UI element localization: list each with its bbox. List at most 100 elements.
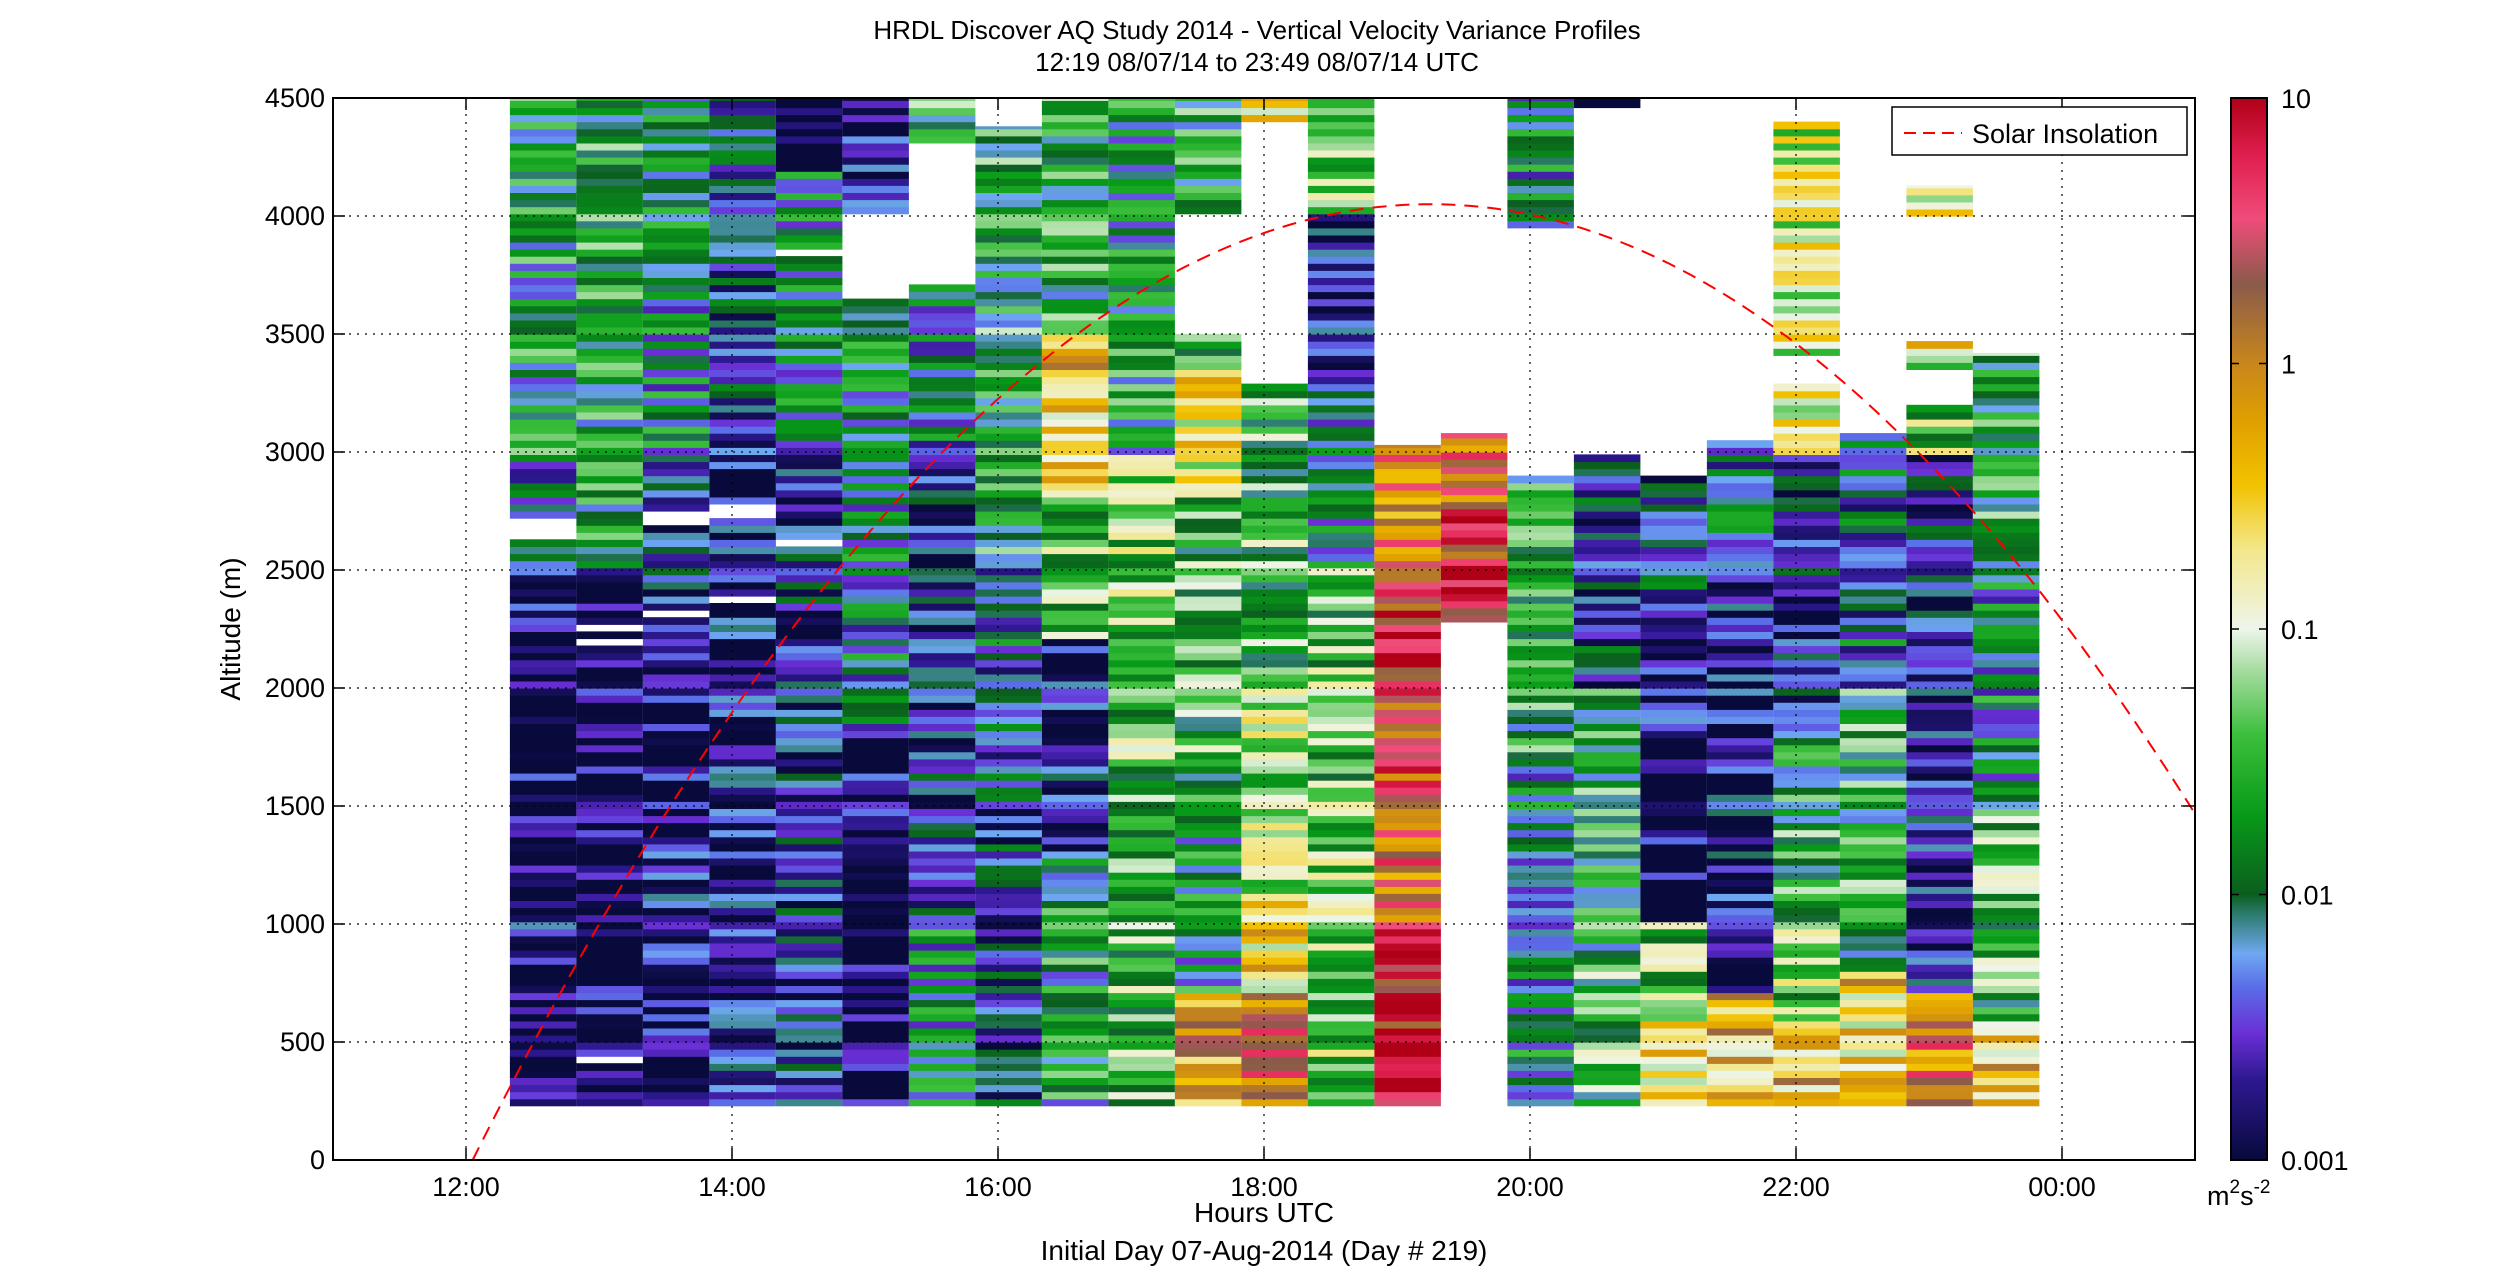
heatmap-cell [1906, 829, 1973, 838]
heatmap-cell [1108, 737, 1175, 746]
heatmap-cell [1241, 1098, 1308, 1107]
heatmap-cell [1041, 829, 1109, 838]
heatmap-cell [775, 787, 843, 795]
heatmap-cell [1640, 702, 1707, 710]
heatmap-cell [709, 185, 776, 193]
heatmap-cell [1706, 1070, 1774, 1078]
heatmap-cell [1041, 178, 1109, 186]
heatmap-cell [509, 723, 577, 732]
heatmap-cell [1440, 537, 1508, 545]
heatmap-cell [1507, 808, 1574, 817]
heatmap-cell [1906, 865, 1973, 873]
heatmap-cell [1773, 801, 1840, 809]
heatmap-cell [1041, 822, 1109, 831]
heatmap-cell [775, 348, 843, 356]
heatmap-cell [775, 100, 843, 109]
heatmap-cell [1041, 801, 1109, 809]
heatmap-cell [709, 107, 776, 116]
heatmap-cell [1241, 553, 1308, 562]
heatmap-cell [576, 596, 643, 604]
heatmap-cell [842, 461, 909, 470]
heatmap-cell [576, 121, 643, 130]
heatmap-cell [1041, 596, 1109, 604]
heatmap-cell [642, 440, 710, 448]
heatmap-cell [775, 560, 843, 569]
heatmap-cell [1573, 716, 1641, 724]
heatmap-cell [709, 369, 776, 378]
heatmap-cell [1041, 688, 1109, 696]
heatmap-cell [1507, 787, 1574, 795]
heatmap-cell [509, 751, 577, 760]
heatmap-cell [1041, 503, 1109, 512]
heatmap-cell [1174, 730, 1242, 739]
units-exp2: -2 [2254, 1177, 2271, 1198]
heatmap-cell [1108, 263, 1175, 271]
heatmap-cell [1640, 1063, 1707, 1071]
heatmap-cell [1241, 419, 1308, 427]
heatmap-cell [1307, 709, 1375, 717]
heatmap-cell [642, 857, 710, 866]
heatmap-cell [842, 496, 909, 505]
heatmap-cell [975, 348, 1042, 356]
heatmap-cell [1640, 857, 1707, 866]
heatmap-cell [1041, 574, 1109, 583]
heatmap-cell [908, 1063, 976, 1071]
heatmap-cell [1773, 496, 1840, 505]
heatmap-cell [1507, 737, 1574, 746]
heatmap-cell [1706, 680, 1774, 689]
heatmap-cell [1972, 454, 2040, 463]
heatmap-cell [709, 397, 776, 406]
heatmap-cell [1307, 765, 1375, 774]
heatmap-cell [1573, 553, 1641, 562]
heatmap-cell [1174, 723, 1242, 732]
heatmap-cell [1174, 178, 1242, 186]
heatmap-cell [842, 985, 909, 994]
heatmap-cell [642, 886, 710, 894]
heatmap-cell [1307, 950, 1375, 958]
heatmap-cell [509, 447, 577, 455]
heatmap-cell [1307, 376, 1375, 385]
heatmap-cell [1972, 680, 2040, 689]
heatmap-cell [975, 574, 1042, 583]
heatmap-cell [1839, 1091, 1907, 1100]
heatmap-cell [1906, 886, 1973, 894]
heatmap-cell [1041, 376, 1109, 385]
heatmap-cell [1108, 900, 1175, 909]
heatmap-cell [642, 242, 710, 250]
heatmap-cell [1839, 964, 1907, 972]
heatmap-cell [509, 879, 577, 887]
heatmap-cell [775, 617, 843, 625]
heatmap-cell [1241, 404, 1308, 413]
heatmap-cell [975, 610, 1042, 618]
heatmap-cell [1640, 964, 1707, 972]
heatmap-cell [908, 461, 976, 470]
heatmap-cell [1374, 1006, 1441, 1015]
heatmap-cell [842, 886, 909, 894]
heatmap-cell [1972, 886, 2040, 894]
heatmap-cell [975, 631, 1042, 640]
heatmap-cell [842, 440, 909, 448]
heatmap-cell [1041, 765, 1109, 774]
heatmap-cell [1773, 603, 1840, 611]
y-tick-label: 0 [310, 1145, 325, 1175]
heatmap-cell [775, 659, 843, 668]
heatmap-cell [975, 780, 1042, 788]
heatmap-cell [1640, 1077, 1707, 1086]
heatmap-cell [1507, 744, 1574, 753]
heatmap-cell [1241, 886, 1308, 894]
heatmap-cell [908, 503, 976, 512]
heatmap-cell [509, 419, 577, 427]
heatmap-cell [1108, 426, 1175, 434]
heatmap-cell [509, 256, 577, 264]
heatmap-cell [1174, 935, 1242, 944]
heatmap-cell [509, 631, 577, 640]
heatmap-cell [1773, 900, 1840, 909]
heatmap-cell [709, 581, 776, 590]
heatmap-cell [509, 758, 577, 767]
heatmap-cell [908, 787, 976, 795]
heatmap-cell [1241, 426, 1308, 434]
heatmap-cell [1374, 921, 1441, 930]
heatmap-cell [1307, 942, 1375, 951]
heatmap-cell [709, 751, 776, 760]
heatmap-cell [1773, 581, 1840, 590]
